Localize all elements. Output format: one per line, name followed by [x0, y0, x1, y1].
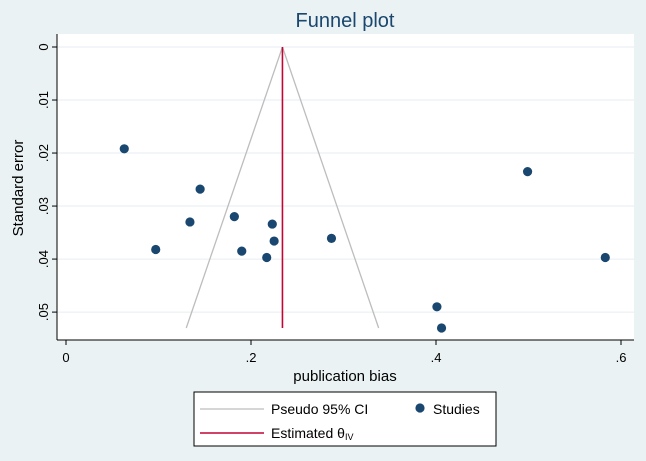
- y-tick-label-1: .01: [36, 91, 51, 109]
- legend-label-studies: Studies: [433, 401, 480, 417]
- study-point-6: [262, 252, 272, 263]
- study-points: [119, 144, 610, 333]
- study-point-12: [522, 166, 533, 177]
- legend-label-ci: Pseudo 95% CI: [271, 401, 368, 417]
- y-tick-label-4: .04: [36, 250, 51, 268]
- pseudo-ci-lines: [185, 46, 380, 329]
- study-point-13: [600, 252, 610, 263]
- ci-line-0: [185, 46, 284, 329]
- ci-line-1: [281, 46, 380, 329]
- chart-title: Funnel plot: [296, 10, 395, 32]
- legend-label-estimate: Estimated θIV: [271, 425, 353, 442]
- legend-box: [193, 391, 497, 447]
- y-tick-label-3: .03: [36, 197, 51, 215]
- study-point-9: [326, 233, 337, 243]
- x-tick-label-2: .4: [431, 350, 442, 365]
- x-tick-label-0: 0: [62, 350, 69, 365]
- y-axis-label: Standard error: [10, 140, 27, 237]
- grid-lines: [57, 46, 634, 313]
- x-axis-ticks: 0 .2 .4 .6: [62, 340, 626, 365]
- study-point-11: [436, 323, 447, 333]
- study-point-4: [229, 212, 239, 222]
- x-tick-label-3: .6: [616, 350, 627, 365]
- study-point-8: [269, 236, 279, 246]
- legend-label-estimate-sub: IV: [345, 432, 354, 442]
- x-tick-label-1: .2: [246, 350, 257, 365]
- y-axis-ticks: 0 .01 .02 .03 .04 .05: [36, 43, 57, 321]
- legend-swatch-studies: [415, 403, 425, 413]
- y-tick-label-2: .02: [36, 144, 51, 162]
- y-tick-label-0: 0: [36, 43, 51, 50]
- study-point-1: [151, 244, 161, 255]
- study-point-10: [432, 302, 442, 312]
- study-point-5: [237, 246, 247, 256]
- study-point-0: [119, 144, 129, 154]
- legend-label-estimate-main: Estimated θ: [271, 425, 345, 441]
- study-point-2: [185, 217, 195, 227]
- x-axis-label: publication bias: [293, 368, 396, 385]
- plot-area: [57, 34, 634, 340]
- legend: Pseudo 95% CI Studies Estimated θIV: [193, 391, 497, 447]
- y-tick-label-5: .05: [36, 303, 51, 321]
- study-point-3: [195, 184, 205, 194]
- study-point-7: [267, 219, 277, 229]
